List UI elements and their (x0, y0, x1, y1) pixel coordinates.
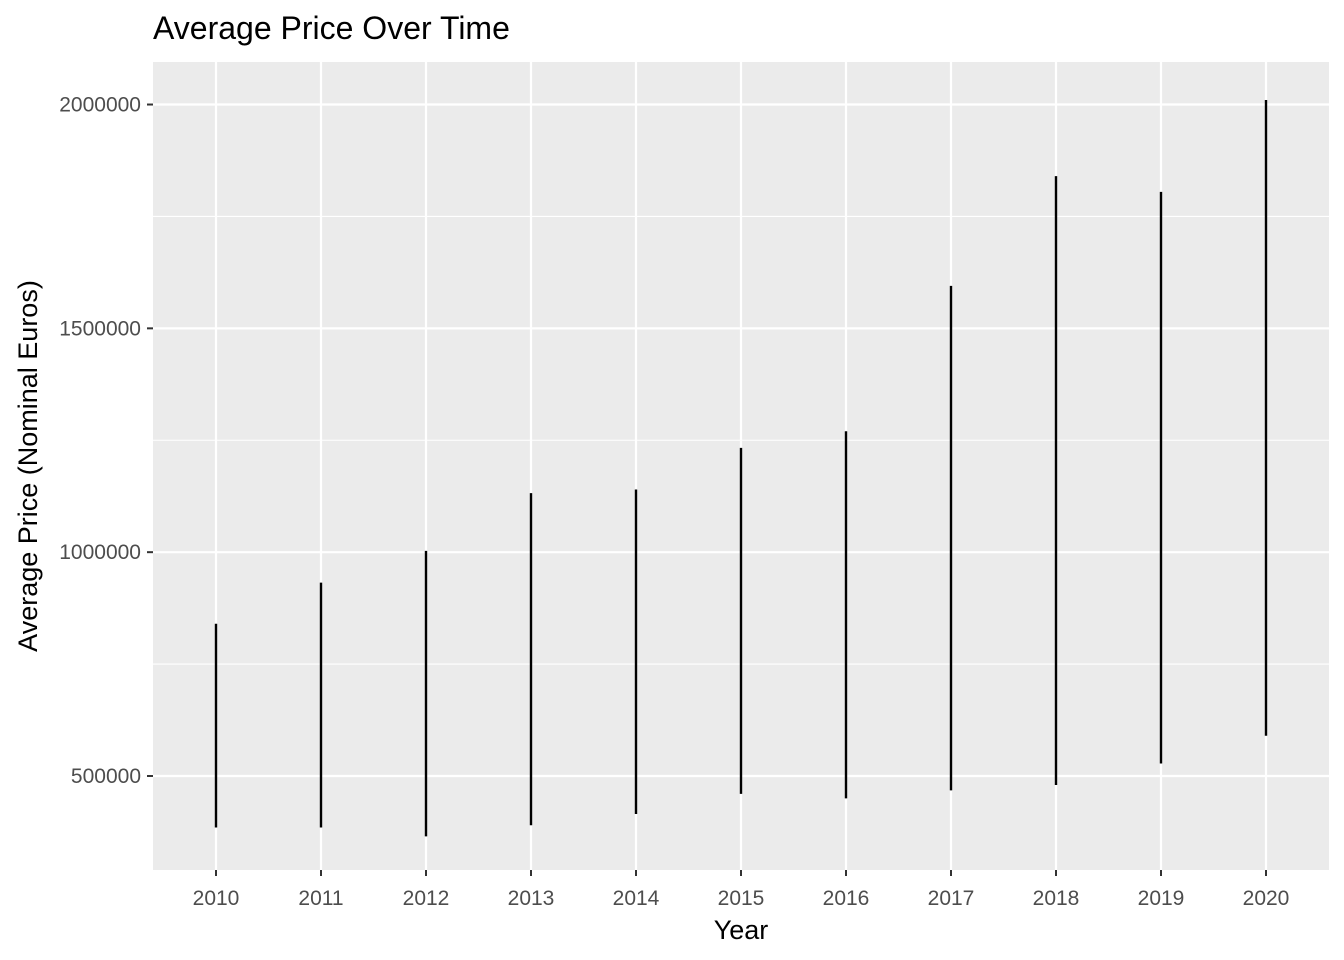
x-tick-label: 2016 (823, 887, 870, 910)
x-tick-label: 2018 (1033, 887, 1080, 910)
x-tick-label: 2015 (718, 887, 765, 910)
x-tick-label: 2013 (508, 887, 555, 910)
y-tick-label: 500000 (71, 765, 141, 788)
x-tick-label: 2020 (1243, 887, 1290, 910)
x-tick-label: 2014 (613, 887, 660, 910)
y-axis-title: Average Price (Nominal Euros) (13, 280, 43, 652)
y-tick-labels: 500000 1000000 1500000 2000000 (59, 94, 141, 788)
axis-ticks (147, 103, 1267, 876)
x-tick-label: 2011 (298, 887, 343, 910)
x-tick-label: 2010 (193, 887, 240, 910)
x-axis-title: Year (714, 915, 769, 945)
y-tick-label: 1000000 (59, 541, 141, 564)
price-ranges (214, 100, 1268, 837)
x-tick-labels: 2010 2011 2012 2013 2014 2015 2016 2017 2018 2019… (193, 887, 1290, 910)
x-tick-label: 2012 (403, 887, 450, 910)
x-tick-label: 2017 (928, 887, 975, 910)
chart-title: Average Price Over Time (153, 10, 510, 46)
y-tick-label: 2000000 (59, 94, 141, 117)
y-tick-label: 1500000 (59, 317, 141, 340)
x-tick-label: 2019 (1138, 887, 1185, 910)
